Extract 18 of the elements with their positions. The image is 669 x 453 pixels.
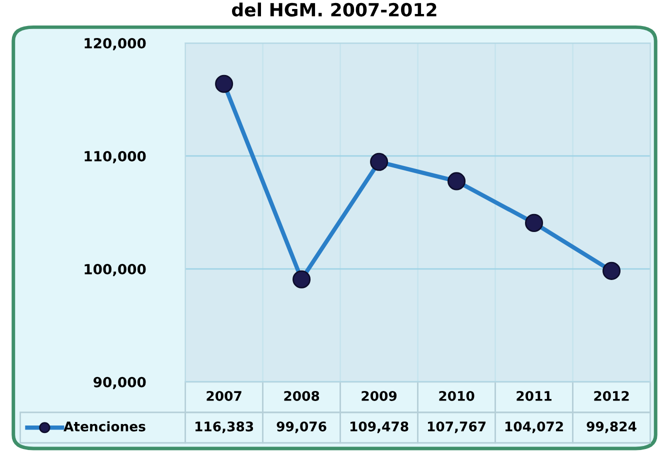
data-label: 116,383 <box>196 421 254 434</box>
data-label: 109,478 <box>350 421 408 434</box>
y-tick-label: 110,000 <box>84 150 146 164</box>
y-tick-label: 120,000 <box>84 38 146 50</box>
chart-title: del HGM. 2007-2012 <box>232 2 436 17</box>
legend-label: Atenciones <box>64 421 146 432</box>
x-tick-label: 2009 <box>362 390 397 401</box>
x-tick-label: 2008 <box>284 390 320 401</box>
x-tick-label: 2007 <box>206 390 242 401</box>
data-label: 104,072 <box>505 421 563 434</box>
y-tick-label: 90,000 <box>94 376 146 390</box>
data-label: 107,767 <box>428 421 486 434</box>
data-label: 99,824 <box>586 421 636 434</box>
x-tick-label: 2011 <box>516 390 552 401</box>
data-label: 99,076 <box>276 421 326 434</box>
x-tick-label: 2010 <box>439 390 474 401</box>
y-tick-label: 100,000 <box>84 264 146 276</box>
x-tick-label: 2012 <box>594 390 629 401</box>
